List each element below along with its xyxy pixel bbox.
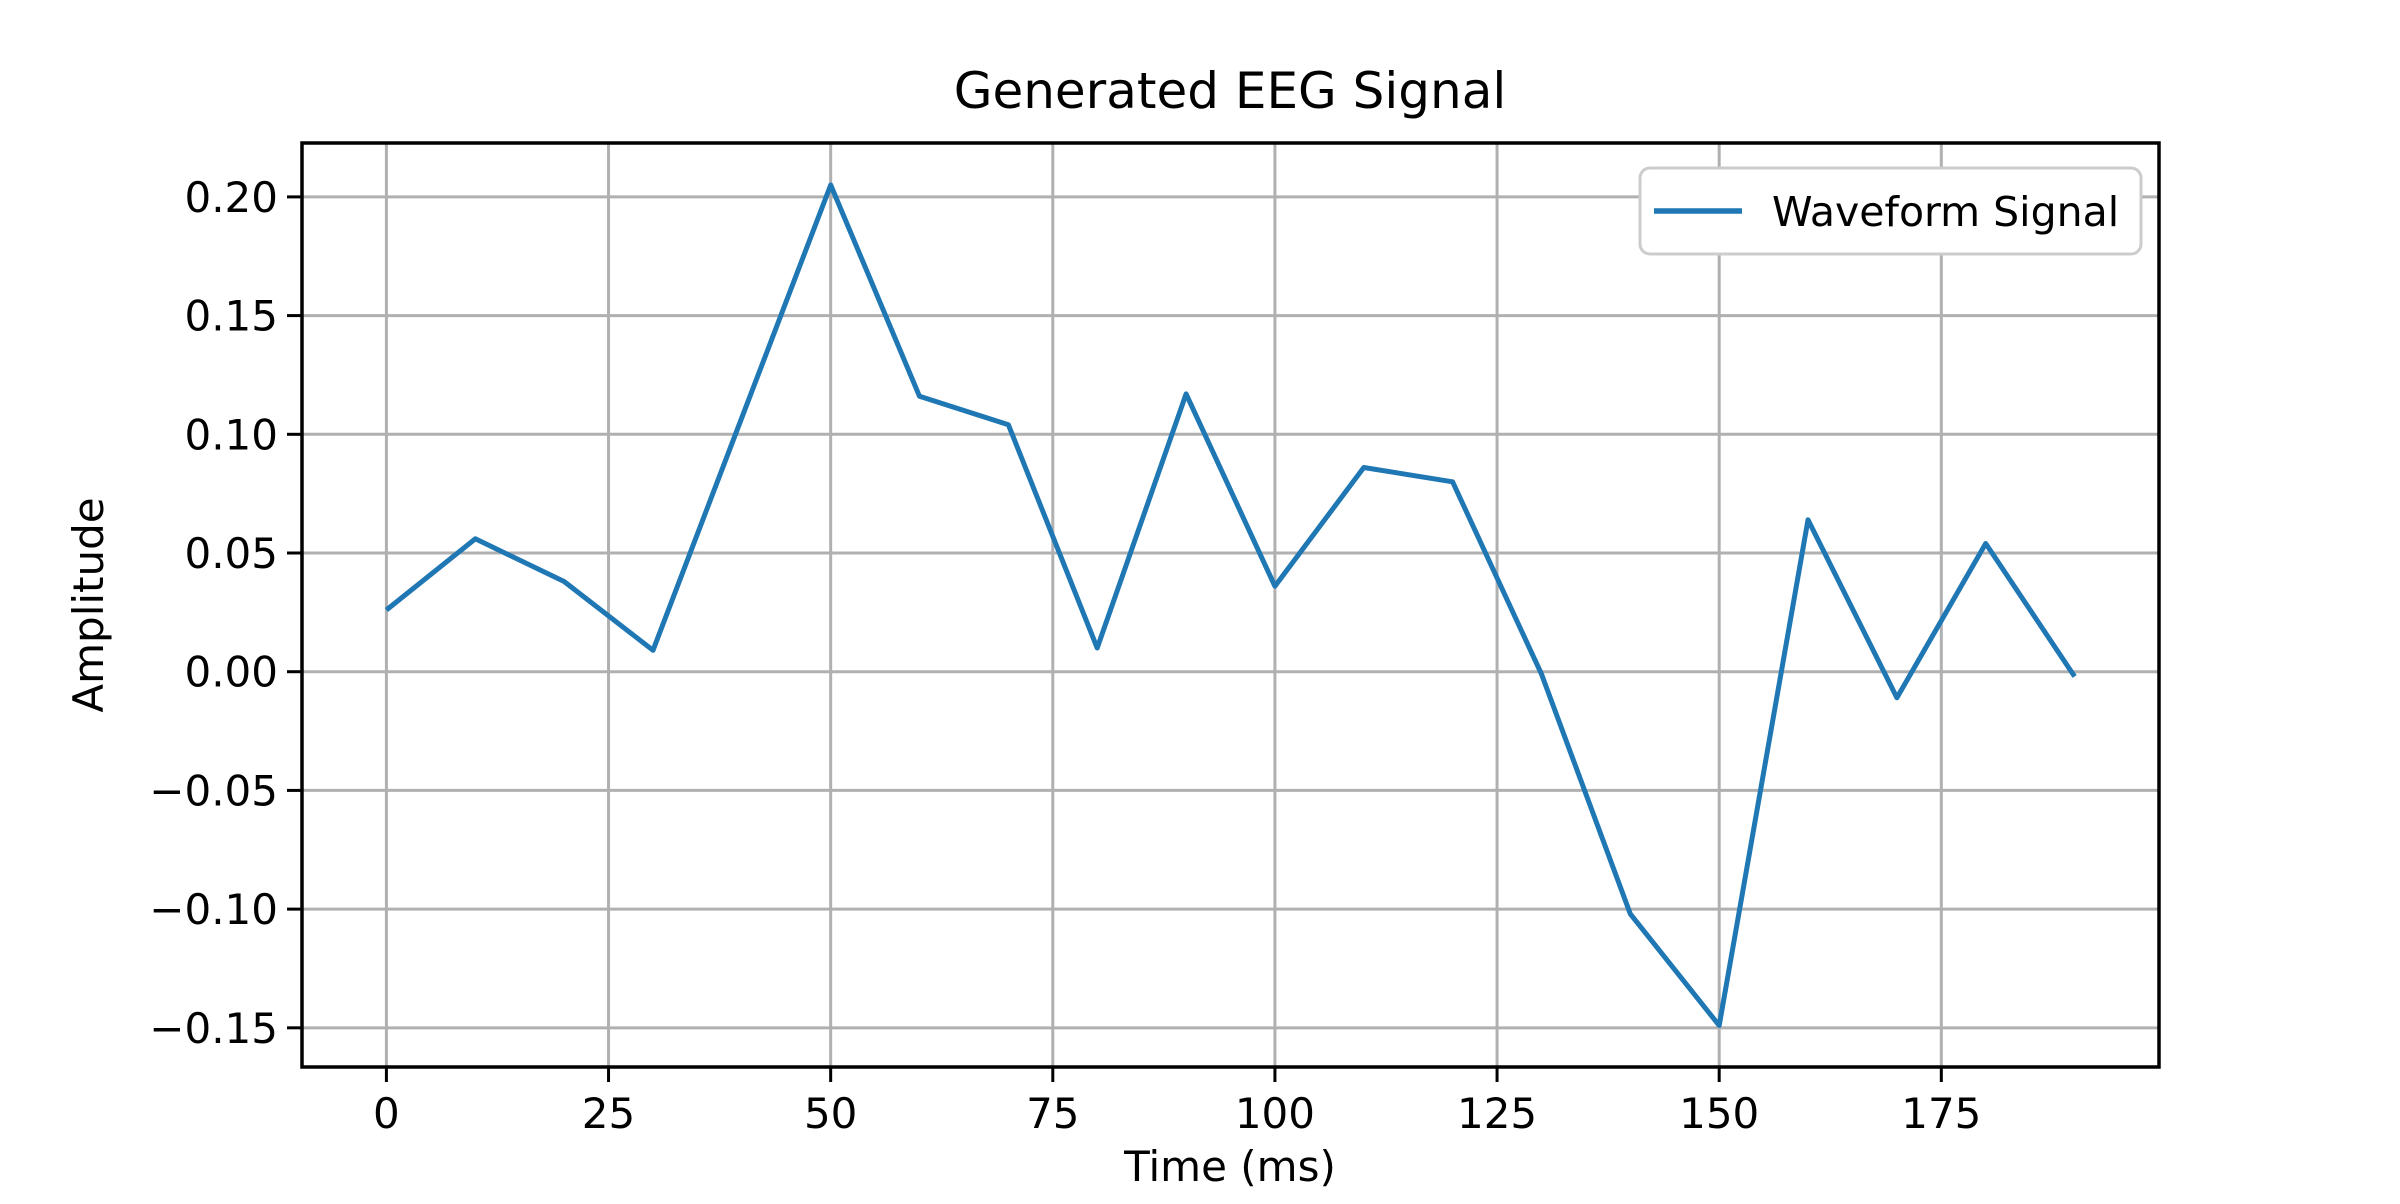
y-tick-label: −0.15: [149, 1004, 278, 1053]
y-tick-label: 0.20: [184, 173, 278, 222]
y-axis-label: Amplitude: [64, 497, 113, 712]
x-tick-label: 100: [1235, 1089, 1315, 1138]
y-tick-label: 0.00: [184, 648, 278, 697]
x-tick-label: 25: [582, 1089, 635, 1138]
y-tick-label: 0.05: [184, 529, 278, 578]
legend-label: Waveform Signal: [1772, 188, 2119, 236]
x-tick-label: 0: [373, 1089, 400, 1138]
y-tick-label: −0.05: [149, 766, 278, 815]
gridlines: [302, 143, 2159, 1067]
x-tick-label: 50: [804, 1089, 857, 1138]
x-tick-label: 150: [1679, 1089, 1759, 1138]
y-tick-label: 0.15: [184, 292, 278, 341]
y-tick-label: −0.10: [149, 885, 278, 934]
chart-title: Generated EEG Signal: [954, 62, 1507, 120]
x-tick-label: 75: [1026, 1089, 1079, 1138]
x-axis-label: Time (ms): [1123, 1142, 1336, 1191]
plot-border: [300, 141, 2161, 1069]
axis-ticks: [287, 195, 1943, 1082]
x-tick-label: 175: [1901, 1089, 1981, 1138]
axis-tick-labels: 0 25 50 75 100 125 150 175 −0.15 −0.10 −0.05 0.00 0.…: [149, 173, 1981, 1138]
x-tick-label: 125: [1457, 1089, 1537, 1138]
y-tick-label: 0.10: [184, 410, 278, 459]
legend: Waveform Signal: [1638, 166, 2143, 256]
waveform-line: [384, 182, 2077, 1028]
legend-box: [1638, 166, 2143, 256]
